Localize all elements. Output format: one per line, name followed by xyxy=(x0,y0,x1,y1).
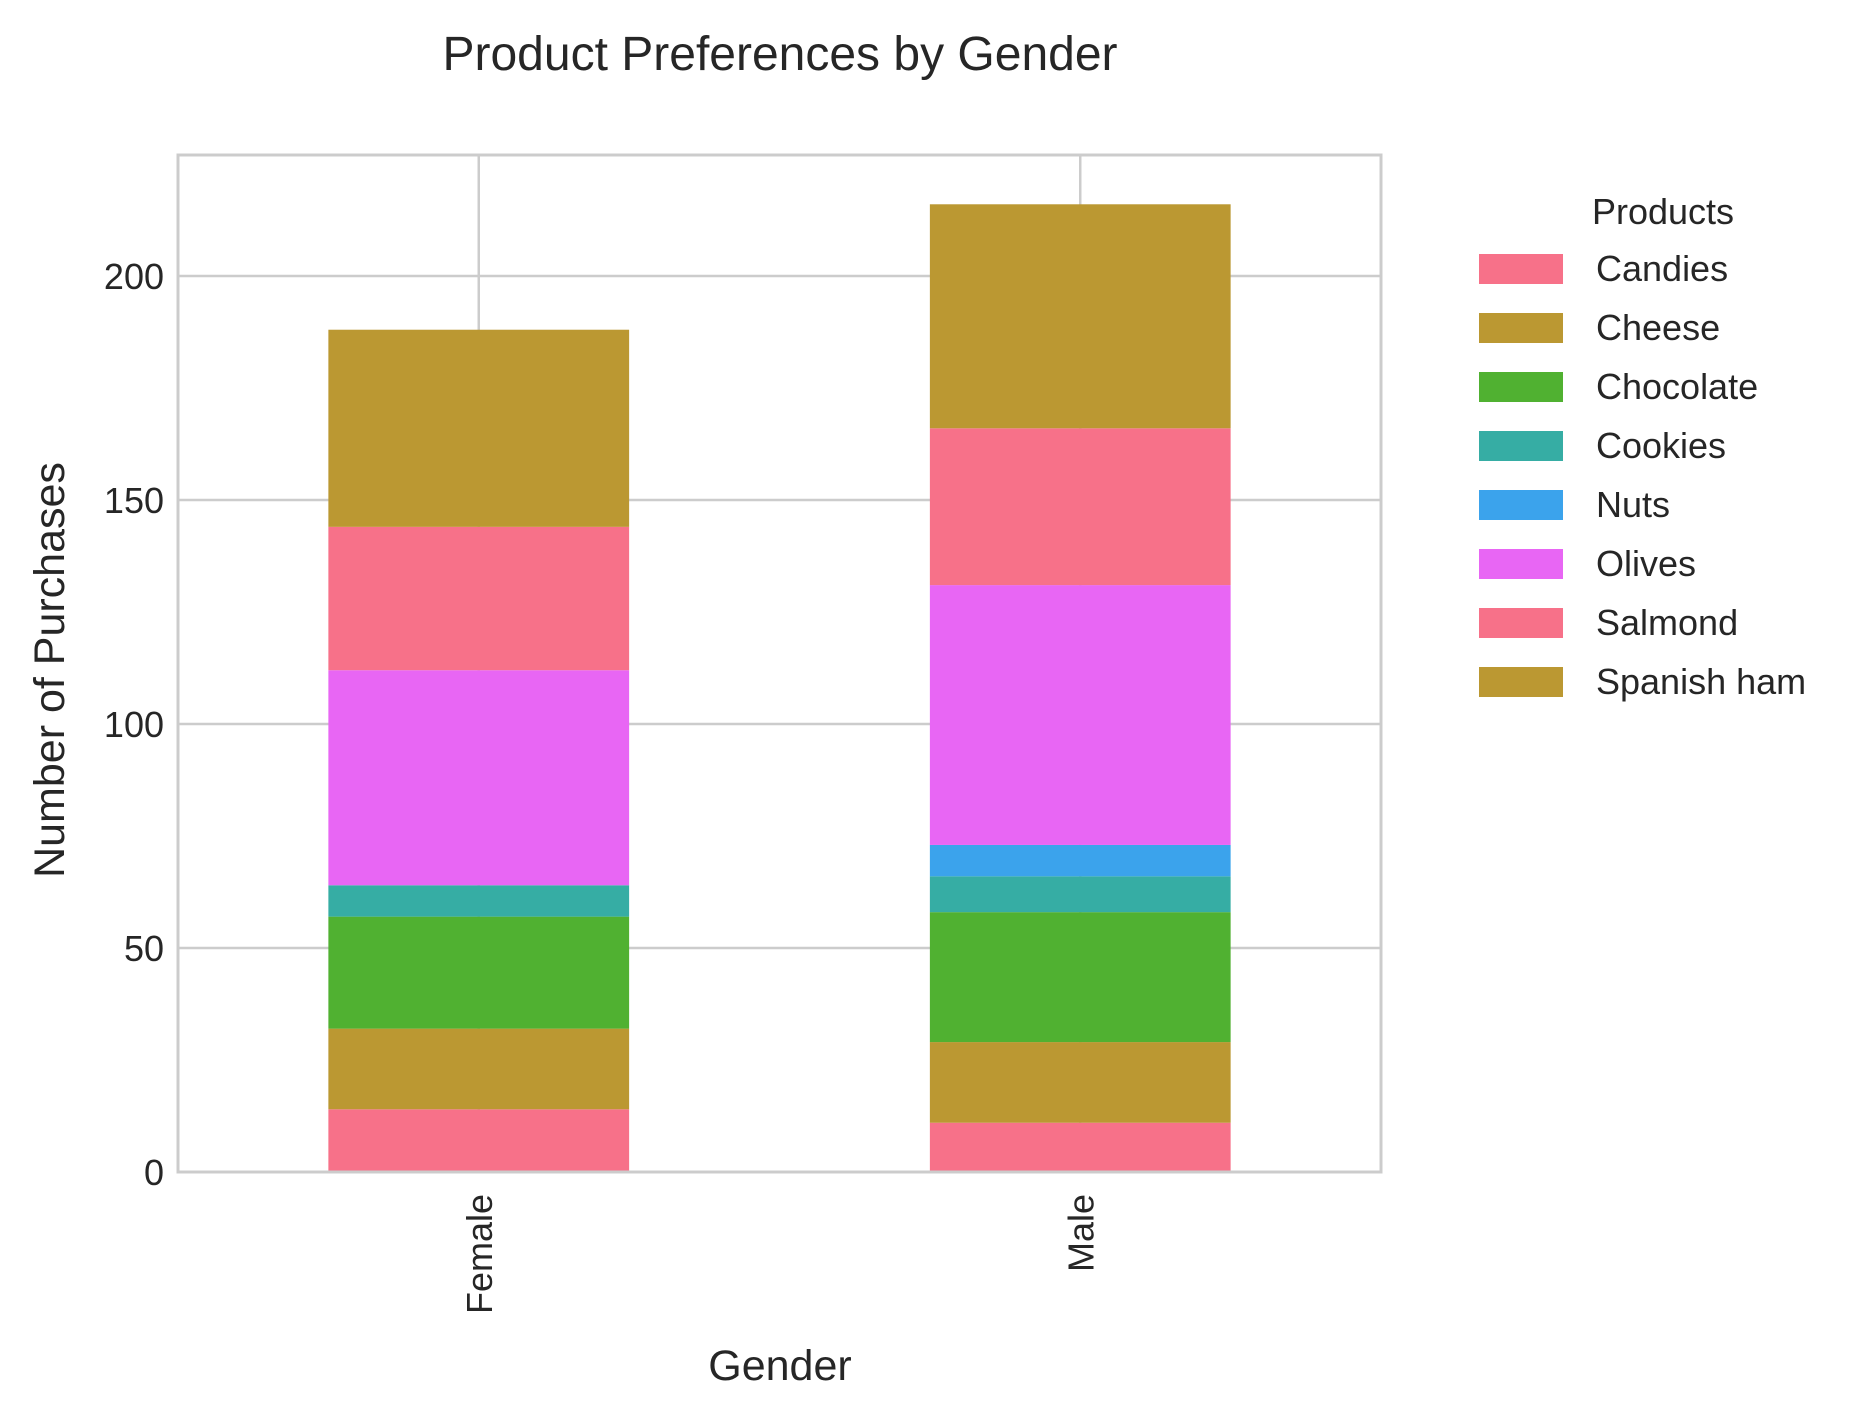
legend-label: Cookies xyxy=(1596,425,1726,466)
bar-segment-female-olives xyxy=(328,670,630,886)
legend-swatch xyxy=(1479,313,1563,343)
plot-frame xyxy=(176,153,1383,1174)
legend-label: Spanish ham xyxy=(1596,661,1806,702)
y-axis-label: Number of Purchases xyxy=(26,462,74,878)
y-tick-label: 150 xyxy=(104,480,164,521)
legend-label: Cheese xyxy=(1596,307,1720,348)
bar-segment-female-cookies xyxy=(328,885,630,917)
chart-title: Product Preferences by Gender xyxy=(442,28,1117,81)
bar-segment-male-chocolate xyxy=(929,912,1231,1043)
bar-segment-female-spanish-ham xyxy=(328,329,630,527)
legend-title: Products xyxy=(1592,191,1734,232)
x-tick-label: Male xyxy=(1060,1194,1101,1272)
legend-swatch xyxy=(1479,667,1563,697)
bar-segment-male-salmond xyxy=(929,428,1231,586)
x-axis-label: Gender xyxy=(708,1342,851,1390)
legend: Products Candies Cheese Chocolate Cookies Nu… xyxy=(1479,191,1806,702)
legend-label: Olives xyxy=(1596,543,1696,584)
bar-segment-male-spanish-ham xyxy=(929,204,1231,429)
legend-label: Nuts xyxy=(1596,484,1670,525)
legend-items: Candies Cheese Chocolate Cookies Nuts Olives S… xyxy=(1479,248,1806,702)
legend-swatch xyxy=(1479,490,1563,520)
legend-swatch xyxy=(1479,549,1563,579)
bar-segment-female-chocolate xyxy=(328,916,630,1029)
y-tick-label: 200 xyxy=(104,256,164,297)
bar-segment-female-cheese xyxy=(328,1028,630,1110)
x-tick-label: Female xyxy=(459,1194,500,1314)
legend-swatch xyxy=(1479,254,1563,284)
legend-swatch xyxy=(1479,608,1563,638)
bar-segment-male-cheese xyxy=(929,1042,1231,1123)
bar-segment-male-nuts xyxy=(929,844,1231,877)
bar-segment-male-olives xyxy=(929,585,1231,845)
legend-label: Salmond xyxy=(1596,602,1738,643)
legend-label: Chocolate xyxy=(1596,366,1758,407)
ticks-layer: 0 50 100 150 200 Female Male xyxy=(104,256,1101,1314)
bar-segment-male-candies xyxy=(929,1122,1231,1172)
bars-layer xyxy=(328,204,1231,1172)
bar-segment-female-candies xyxy=(328,1109,630,1172)
bar-segment-male-cookies xyxy=(929,876,1231,913)
legend-swatch xyxy=(1479,372,1563,402)
bar-segment-female-salmond xyxy=(328,526,630,671)
legend-swatch xyxy=(1479,431,1563,461)
legend-label: Candies xyxy=(1596,248,1728,289)
y-tick-label: 0 xyxy=(144,1152,164,1193)
y-tick-label: 50 xyxy=(124,928,164,969)
y-tick-label: 100 xyxy=(104,704,164,745)
